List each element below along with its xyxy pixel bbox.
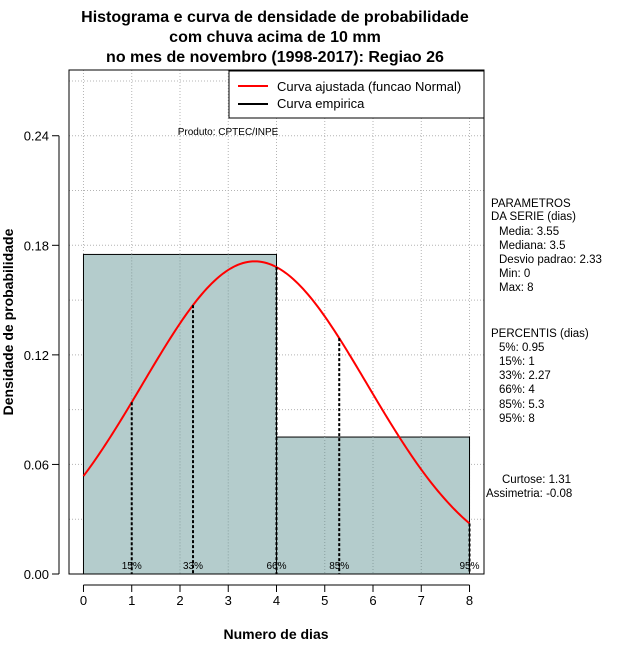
legend-box — [228, 70, 485, 119]
percentil-95: 95%: 8 — [499, 413, 535, 425]
chart-title-line-2: com chuva acima de 10 mm — [169, 29, 381, 46]
params-title-2: DA SERIE (dias) — [491, 211, 576, 223]
percentil-66: 66%: 4 — [499, 384, 535, 396]
x-tick-label-3: 3 — [225, 593, 232, 608]
histogram-bar-2 — [276, 436, 471, 575]
chart-title-line-1: Histograma e curva de densidade de proba… — [81, 9, 469, 26]
x-tick-label-2: 2 — [176, 593, 183, 608]
y-tick-label-2: 0.12 — [24, 348, 49, 363]
params-title-1: PARAMETROS — [491, 198, 571, 210]
percentile-label-66: 66% — [266, 561, 286, 572]
fitted-normal-curve — [82, 260, 471, 525]
percentis-title: PERCENTIS (dias) — [491, 328, 589, 340]
x-tick-label-4: 4 — [273, 593, 280, 608]
percentile-label-15: 15% — [122, 561, 142, 572]
percentil-15: 15%: 1 — [499, 356, 535, 368]
percentil-33: 33%: 2.27 — [499, 370, 551, 382]
param-mediana: Mediana: 3.5 — [499, 240, 566, 252]
product-annotation: Produto: CPTEC/INPE — [178, 127, 279, 138]
param-media: Media: 3.55 — [499, 226, 559, 238]
fitted-curve-layer — [82, 260, 471, 525]
y-tick-label-3: 0.18 — [24, 238, 49, 253]
percentil-85: 85%: 5.3 — [499, 399, 544, 411]
legend-empirical-label: Curva empirica — [277, 96, 365, 111]
x-tick-label-7: 7 — [418, 593, 425, 608]
param-desvio: Desvio padrao: 2.33 — [499, 254, 602, 266]
side-panel: PARAMETROS DA SERIE (dias) Media: 3.55 M… — [486, 198, 602, 500]
y-tick-label-4: 0.24 — [24, 129, 49, 144]
x-tick-label-5: 5 — [321, 593, 328, 608]
curtose-text: Curtose: 1.31 — [502, 474, 571, 486]
y-axis-title: Densidade de probabilidade — [0, 228, 16, 415]
assimetria-text: Assimetria: -0.08 — [486, 488, 572, 500]
axes: 0 1 2 3 4 5 6 7 8 0.00 0.06 0.12 0.18 0.24 — [24, 129, 473, 608]
percentil-5: 5%: 0.95 — [499, 342, 544, 354]
percentile-label-33: 33% — [183, 561, 203, 572]
y-tick-label-0: 0.00 — [24, 567, 49, 582]
x-tick-label-6: 6 — [369, 593, 376, 608]
x-tick-label-0: 0 — [80, 593, 87, 608]
x-tick-label-1: 1 — [128, 593, 135, 608]
histogram-bars — [82, 253, 471, 575]
legend: Curva ajustada (funcao Normal) Curva emp… — [228, 70, 485, 119]
x-axis-title: Numero de dias — [223, 626, 328, 642]
legend-fitted-label: Curva ajustada (funcao Normal) — [277, 79, 461, 94]
chart-title-line-3: no mes de novembro (1998-2017): Regiao 2… — [106, 49, 444, 66]
percentile-markers: 15% 33% 66% 85% 95% — [122, 267, 480, 574]
percentile-label-95: 95% — [460, 561, 480, 572]
x-tick-label-8: 8 — [466, 593, 473, 608]
param-min: Min: 0 — [499, 268, 530, 280]
param-max: Max: 8 — [499, 282, 534, 294]
percentile-label-85: 85% — [329, 561, 349, 572]
plot-frame — [68, 69, 485, 575]
y-tick-label-1: 0.06 — [24, 457, 49, 472]
